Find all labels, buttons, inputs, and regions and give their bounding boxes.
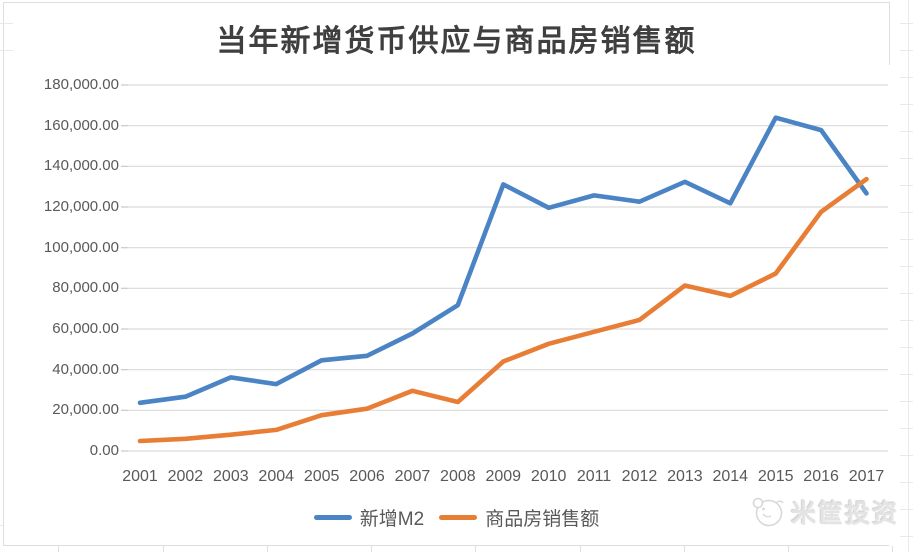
- mikuang-mascot-logo-icon: [752, 497, 784, 527]
- spreadsheet-gridline-artifact: [0, 23, 13, 24]
- spreadsheet-gridline-artifact: [900, 50, 913, 51]
- spreadsheet-gridline-artifact: [900, 239, 913, 240]
- chart-title: 当年新增货币供应与商品房销售额: [216, 25, 697, 58]
- spreadsheet-gridline-artifact: [900, 320, 913, 321]
- spreadsheet-gridline-artifact: [900, 77, 913, 78]
- x-tick-label: 2004: [258, 468, 295, 485]
- x-tick-label: 2008: [440, 468, 476, 485]
- spreadsheet-gridline-artifact: [900, 536, 913, 537]
- spreadsheet-gridline-artifact: [267, 546, 268, 552]
- x-tick-label: 2013: [667, 468, 703, 485]
- y-tick-label: 100,000.00: [43, 238, 119, 256]
- y-tick-label: 0.00: [89, 442, 119, 459]
- y-tick-label: 120,000.00: [43, 198, 119, 215]
- y-tick-label: 40,000.00: [52, 360, 119, 378]
- spreadsheet-gridline-artifact: [0, 525, 3, 526]
- legend-label-m2: 新增M2: [359, 509, 425, 530]
- spreadsheet-gridline-artifact: [900, 23, 913, 24]
- spreadsheet-gridline-artifact: [900, 266, 913, 267]
- spreadsheet-gridline-artifact: [3, 2, 4, 545]
- x-tick-label: 2009: [485, 468, 522, 485]
- x-tick-label: 2016: [803, 468, 839, 485]
- x-tick-label: 2010: [530, 468, 567, 485]
- x-tick-label: 2014: [712, 468, 749, 485]
- y-tick-label: 80,000.00: [52, 279, 119, 297]
- watermark: 米筐投资: [750, 494, 899, 530]
- x-tick-label: 2011: [576, 468, 612, 485]
- spreadsheet-gridline-artifact: [900, 401, 913, 402]
- watermark-text: 米筐投资: [791, 500, 900, 528]
- spreadsheet-gridline-artifact: [900, 374, 913, 375]
- spreadsheet-gridline-artifact: [900, 347, 913, 348]
- x-tick-label: 2007: [394, 468, 431, 485]
- spreadsheet-gridline-artifact: [371, 546, 372, 552]
- spreadsheet-gridline-artifact: [3, 2, 889, 3]
- y-tick-label: 60,000.00: [52, 320, 119, 337]
- chart-legend: 新增M2 商品房销售额: [0, 504, 913, 531]
- spreadsheet-gridline-artifact: [3, 545, 889, 546]
- spreadsheet-gridline-artifact: [900, 455, 913, 456]
- line-series-sales: [137, 176, 869, 444]
- spreadsheet-gridline-artifact: [908, 0, 909, 552]
- spreadsheet-gridline-artifact: [889, 2, 890, 65]
- sales-line-swatch-icon: [439, 515, 478, 520]
- spreadsheet-gridline-artifact: [475, 546, 476, 552]
- x-tick-label: 2006: [349, 468, 385, 485]
- spreadsheet-gridline-artifact: [892, 546, 893, 552]
- spreadsheet-gridline-artifact: [788, 546, 789, 552]
- line-series-m2: [137, 115, 869, 406]
- x-tick-label: 2015: [757, 468, 794, 485]
- spreadsheet-gridline-artifact: [163, 546, 164, 552]
- spreadsheet-gridline-artifact: [0, 50, 13, 51]
- legend-item-m2: 新增M2: [313, 504, 425, 531]
- spreadsheet-gridline-artifact: [900, 104, 913, 105]
- x-tick-label: 2002: [167, 468, 204, 485]
- m2-line-swatch-icon: [313, 515, 352, 520]
- spreadsheet-gridline-artifact: [900, 509, 913, 510]
- spreadsheet-gridline-artifact: [580, 546, 581, 552]
- spreadsheet-gridline-artifact: [684, 546, 685, 552]
- legend-label-sales: 商品房销售额: [485, 509, 600, 530]
- x-tick-label: 2001: [122, 468, 158, 485]
- x-tick-label: 2017: [848, 468, 885, 485]
- spreadsheet-gridline-artifact: [900, 131, 913, 132]
- y-tick-label: 160,000.00: [43, 116, 119, 134]
- spreadsheet-gridline-artifact: [900, 185, 913, 186]
- y-tick-label: 180,000.00: [43, 76, 119, 93]
- x-tick-label: 2012: [621, 468, 658, 485]
- spreadsheet-gridline-artifact: [900, 212, 913, 213]
- spreadsheet-gridline-artifact: [900, 293, 913, 294]
- spreadsheet-gridline-artifact: [900, 482, 913, 483]
- spreadsheet-gridline-artifact: [900, 158, 913, 159]
- y-tick-label: 20,000.00: [52, 401, 119, 419]
- spreadsheet-gridline-artifact: [900, 428, 913, 429]
- spreadsheet-gridline-artifact: [58, 546, 59, 552]
- legend-item-sales: 商品房销售额: [439, 504, 599, 531]
- x-tick-label: 2003: [213, 468, 249, 485]
- y-tick-label: 140,000.00: [43, 157, 119, 175]
- x-tick-label: 2005: [303, 468, 340, 485]
